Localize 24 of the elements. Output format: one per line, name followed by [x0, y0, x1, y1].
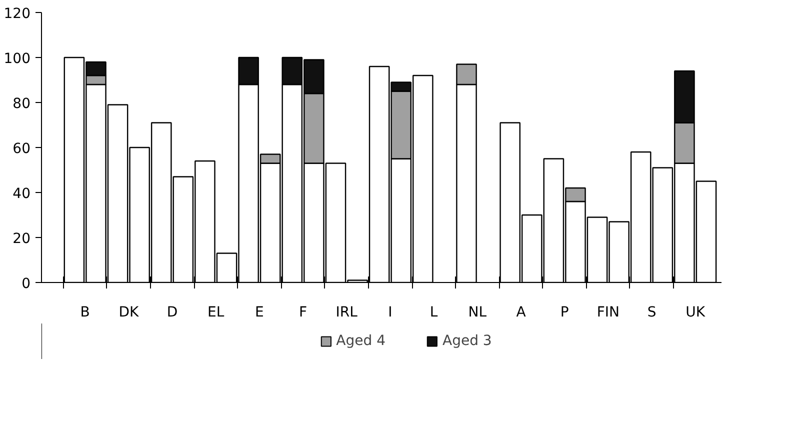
y-tick-label: 100 [4, 51, 31, 67]
x-tick-label: DK [118, 304, 140, 320]
x-tick-label: IRL [336, 304, 358, 320]
legend-label: Aged 4 [336, 333, 386, 349]
x-tick-label: D [166, 304, 178, 320]
x-tick-label: P [560, 304, 569, 320]
y-tick-label: 80 [12, 96, 31, 112]
x-tick-label: A [516, 304, 526, 320]
y-tick-label: 120 [4, 6, 31, 22]
x-tick-label: L [430, 304, 438, 320]
x-tick-label: FIN [596, 304, 620, 320]
y-tick-label: 0 [22, 276, 31, 292]
x-tick-label: S [647, 304, 656, 320]
x-tick-label: I [388, 304, 392, 320]
y-tick-label: 60 [12, 141, 31, 157]
x-tick-label: EL [208, 304, 224, 320]
y-tick-label: 20 [12, 231, 31, 247]
x-tick-label: NL [468, 304, 487, 320]
x-tick-label: F [299, 304, 308, 320]
y-tick-label: 40 [12, 186, 31, 202]
x-tick-label: E [255, 304, 264, 320]
legend-label: Aged 3 [442, 333, 492, 349]
x-tick-label: UK [686, 304, 706, 320]
x-tick-label: B [80, 304, 90, 320]
